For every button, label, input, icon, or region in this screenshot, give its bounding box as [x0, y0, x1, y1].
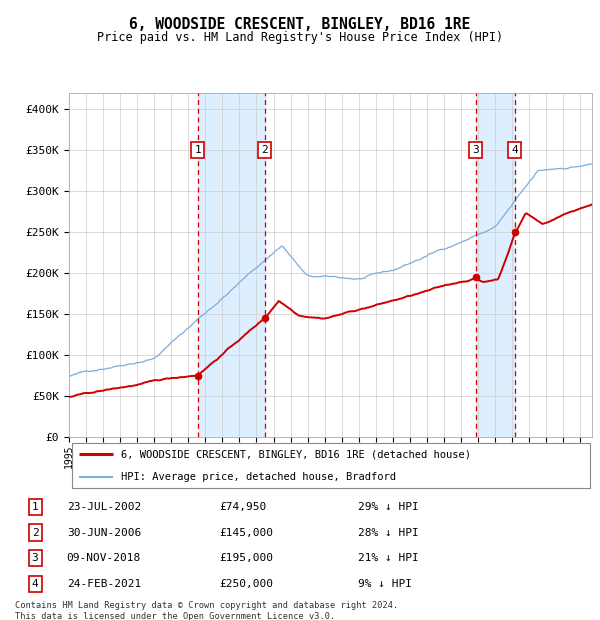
Text: 1: 1: [32, 502, 38, 512]
Text: Price paid vs. HM Land Registry's House Price Index (HPI): Price paid vs. HM Land Registry's House …: [97, 31, 503, 44]
Text: HPI: Average price, detached house, Bradford: HPI: Average price, detached house, Brad…: [121, 472, 397, 482]
Text: £74,950: £74,950: [220, 502, 266, 512]
Text: 4: 4: [32, 578, 38, 588]
Text: 23-JUL-2002: 23-JUL-2002: [67, 502, 141, 512]
Text: 21% ↓ HPI: 21% ↓ HPI: [358, 553, 418, 563]
Bar: [476, 93, 515, 437]
Text: 1: 1: [194, 145, 201, 156]
Text: 6, WOODSIDE CRESCENT, BINGLEY, BD16 1RE: 6, WOODSIDE CRESCENT, BINGLEY, BD16 1RE: [130, 17, 470, 32]
Text: £145,000: £145,000: [220, 528, 274, 538]
Text: 2: 2: [32, 528, 38, 538]
FancyBboxPatch shape: [71, 443, 590, 488]
Text: Contains HM Land Registry data © Crown copyright and database right 2024.
This d: Contains HM Land Registry data © Crown c…: [15, 601, 398, 620]
Text: 4: 4: [511, 145, 518, 156]
Bar: [198, 93, 265, 437]
Text: 6, WOODSIDE CRESCENT, BINGLEY, BD16 1RE (detached house): 6, WOODSIDE CRESCENT, BINGLEY, BD16 1RE …: [121, 450, 472, 459]
Text: £195,000: £195,000: [220, 553, 274, 563]
Text: 9% ↓ HPI: 9% ↓ HPI: [358, 578, 412, 588]
Text: 30-JUN-2006: 30-JUN-2006: [67, 528, 141, 538]
Text: 09-NOV-2018: 09-NOV-2018: [67, 553, 141, 563]
Text: 3: 3: [472, 145, 479, 156]
Text: 24-FEB-2021: 24-FEB-2021: [67, 578, 141, 588]
Text: 28% ↓ HPI: 28% ↓ HPI: [358, 528, 418, 538]
Text: £250,000: £250,000: [220, 578, 274, 588]
Text: 29% ↓ HPI: 29% ↓ HPI: [358, 502, 418, 512]
Text: 3: 3: [32, 553, 38, 563]
Text: 2: 2: [262, 145, 268, 156]
